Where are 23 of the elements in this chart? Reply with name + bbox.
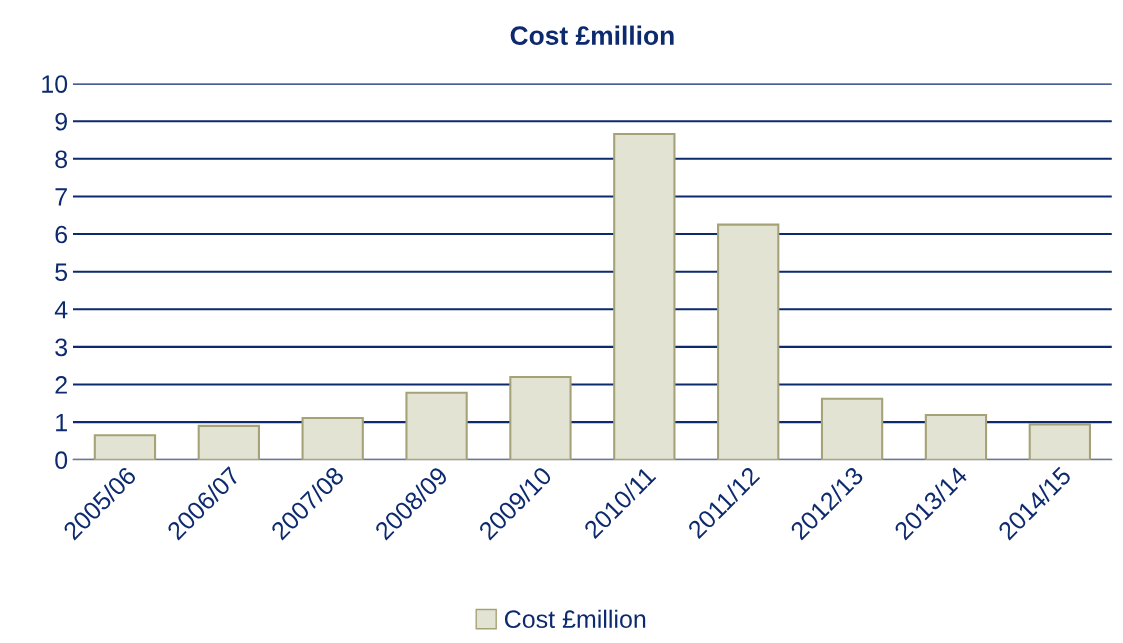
- y-tick-label: 10: [42, 75, 68, 93]
- legend-label: Cost £million: [504, 609, 646, 629]
- bar: [1028, 423, 1091, 460]
- bar: [509, 375, 572, 460]
- y-tick-label: 6: [55, 225, 68, 244]
- chart-title: Cost £million: [510, 25, 674, 45]
- y-tick-label: 1: [56, 413, 67, 432]
- y-tick-label: 7: [55, 188, 67, 206]
- bar: [820, 397, 884, 460]
- y-tick-label: 0: [55, 451, 68, 470]
- bar: [405, 391, 468, 460]
- bar: [93, 434, 157, 460]
- y-tick-label: 3: [55, 338, 68, 357]
- bar: [924, 413, 988, 460]
- y-tick-label: 4: [54, 301, 68, 319]
- bar: [197, 424, 260, 460]
- bar: [717, 223, 780, 460]
- y-tick-label: 2: [55, 376, 67, 394]
- bar: [301, 416, 364, 460]
- bar: [613, 132, 676, 460]
- y-tick-label: 9: [55, 112, 67, 131]
- y-tick-label: 5: [55, 263, 68, 281]
- y-tick-label: 8: [55, 150, 68, 169]
